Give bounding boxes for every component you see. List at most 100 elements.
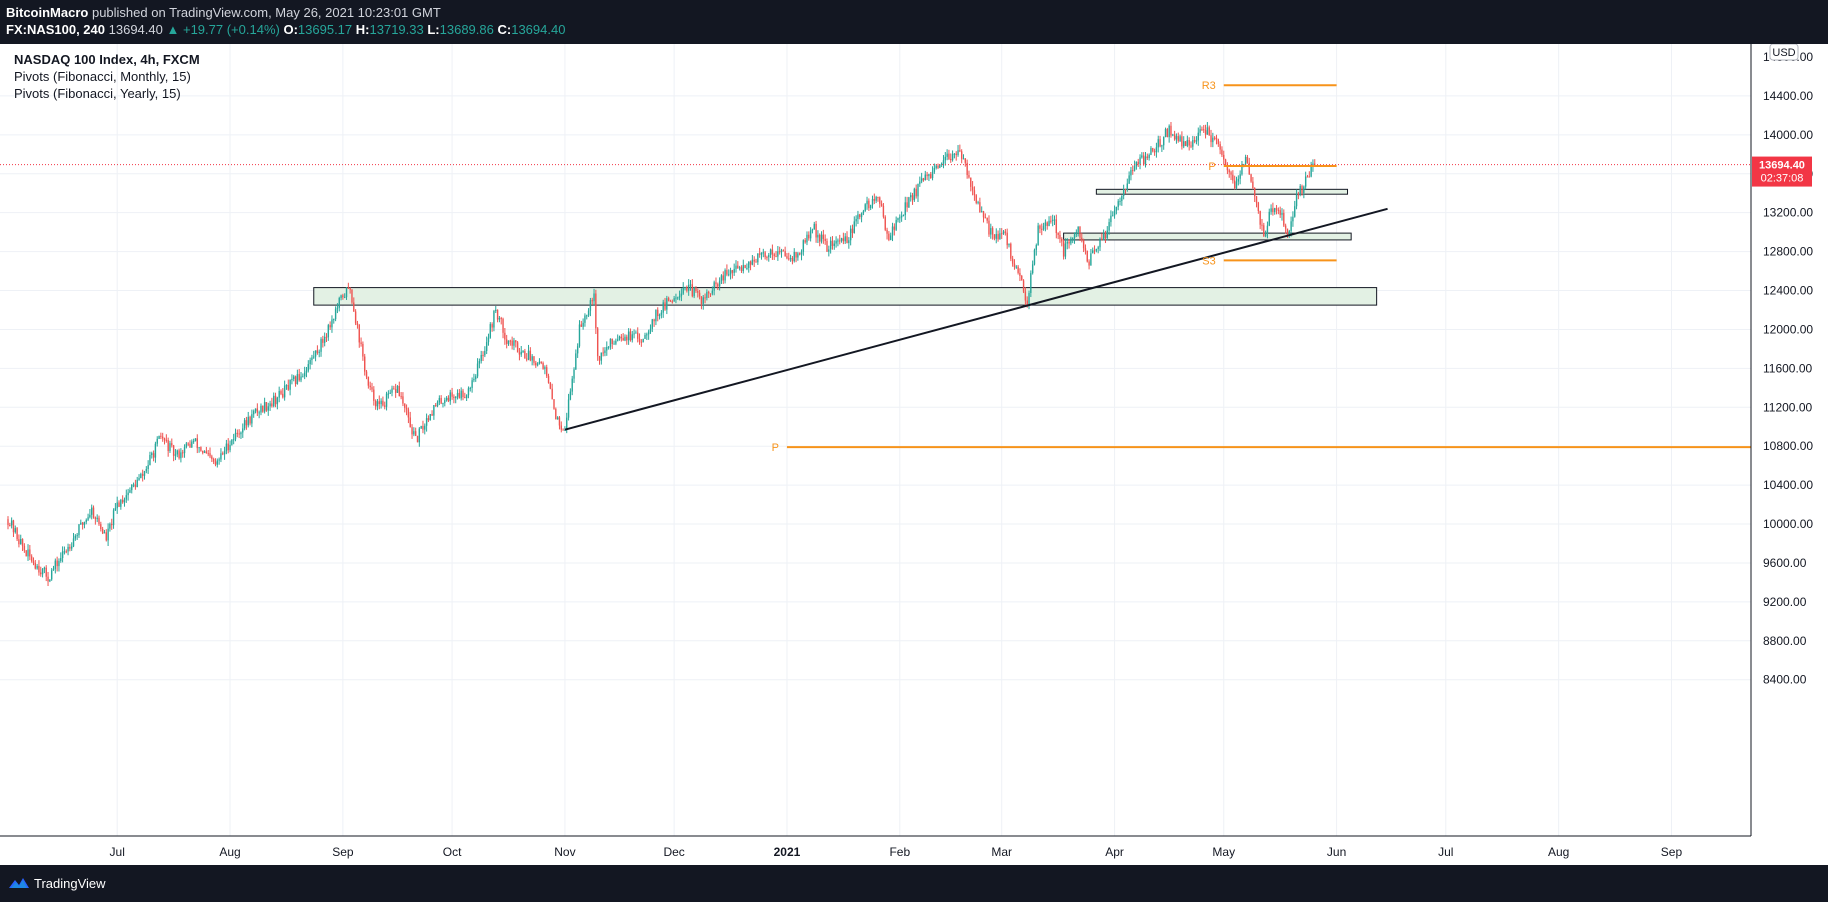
candle-body <box>140 473 142 479</box>
candle-body <box>667 298 670 301</box>
candle-body <box>384 405 386 407</box>
candle-body <box>902 215 905 217</box>
countdown-label: 02:37:08 <box>1761 173 1804 185</box>
candle-body <box>1163 136 1165 146</box>
candle-body <box>757 253 759 263</box>
candle-body <box>791 258 794 262</box>
candle-body <box>114 508 117 511</box>
candle-body <box>596 328 599 357</box>
candle-body <box>340 295 342 299</box>
candle-body <box>162 436 164 439</box>
candle-body <box>1208 127 1210 136</box>
candle-body <box>611 338 613 345</box>
candle-body <box>52 568 55 571</box>
candle-body <box>329 325 331 328</box>
candle-body <box>933 167 936 172</box>
candle-body <box>826 240 828 252</box>
candle-body <box>243 420 246 429</box>
candle-body <box>260 405 262 413</box>
candle-body <box>1244 156 1247 165</box>
candle-body <box>189 443 191 448</box>
candle-body <box>904 202 906 216</box>
candle-body <box>123 499 126 503</box>
chart-area[interactable]: R3 P S3 P Jul Aug Sep Oct Nov Dec 2021 Feb Mar Apr Ma… <box>0 43 1828 865</box>
candle-body <box>280 391 282 394</box>
candle-body <box>1203 129 1205 131</box>
candle-body <box>895 220 897 230</box>
candle-body <box>23 545 26 551</box>
candle-body <box>982 211 985 218</box>
candle-body <box>631 334 633 341</box>
candle-body <box>698 292 701 297</box>
candle-body <box>981 211 983 213</box>
candle-body <box>1082 240 1085 249</box>
candle-body <box>842 238 845 242</box>
candle-body <box>1232 174 1234 181</box>
candle-body <box>1119 200 1121 202</box>
legend-indicator-monthly[interactable]: Pivots (Fibonacci, Monthly, 15) <box>14 69 191 84</box>
candle-body <box>60 558 62 561</box>
candle-body <box>536 363 539 366</box>
candle-body <box>1062 241 1065 257</box>
candle-body <box>1015 266 1017 268</box>
candle-body <box>187 443 189 445</box>
close-label: C: <box>497 22 512 37</box>
candle-body <box>1159 139 1161 147</box>
candle-body <box>167 440 169 452</box>
x-tick-label: May <box>1212 845 1235 859</box>
candle-body <box>731 270 734 273</box>
candle-body <box>766 257 768 259</box>
candle-body <box>100 524 102 529</box>
candle-body <box>576 346 579 354</box>
candle-body <box>116 502 118 509</box>
candle-body <box>404 403 406 408</box>
candle-body <box>1072 238 1074 240</box>
x-tick-label: Sep <box>1661 845 1683 859</box>
candle-body <box>1281 212 1283 215</box>
candle-body <box>538 361 541 364</box>
candle-body <box>274 395 277 405</box>
candle-body <box>777 251 779 257</box>
candle-body <box>1075 232 1078 235</box>
candle-body <box>1226 165 1229 171</box>
candle-body <box>125 495 127 500</box>
x-tick-label: Aug <box>1548 845 1569 859</box>
price-chart[interactable]: R3 P S3 P Jul Aug Sep Oct Nov Dec 2021 Feb Mar Apr Ma… <box>0 43 1828 865</box>
candle-body <box>91 507 93 515</box>
tradingview-logo-icon[interactable] <box>8 876 30 893</box>
candle-body <box>760 252 763 255</box>
legend-title[interactable]: NASDAQ 100 Index, 4h, FXCM <box>14 52 200 67</box>
candle-body <box>71 546 73 549</box>
candle-body <box>884 216 886 230</box>
candle-body <box>1073 234 1076 239</box>
candle-body <box>194 438 197 441</box>
candle-body <box>220 453 222 460</box>
candle-body <box>273 395 275 407</box>
candle-body <box>1013 263 1016 268</box>
candle-body <box>120 499 122 507</box>
candle-body <box>697 290 699 293</box>
candle-body <box>647 331 650 335</box>
candle-body <box>970 177 972 187</box>
candle-body <box>69 546 71 549</box>
footer-brand[interactable]: TradingView <box>34 876 106 891</box>
candle-body <box>504 332 506 340</box>
legend-indicator-yearly[interactable]: Pivots (Fibonacci, Yearly, 15) <box>14 86 181 101</box>
candle-body <box>371 387 373 390</box>
candle-body <box>524 351 526 359</box>
candle-body <box>908 197 910 208</box>
candle-body <box>300 376 302 381</box>
candle-body <box>1042 225 1045 230</box>
author-name[interactable]: BitcoinMacro <box>6 5 89 20</box>
candle-body <box>464 396 466 399</box>
candle-body <box>607 346 610 348</box>
candle-body <box>1241 164 1243 175</box>
candle-body <box>1181 136 1183 147</box>
candle-body <box>1146 156 1149 159</box>
candle-body <box>706 291 708 298</box>
candle-body <box>251 414 253 424</box>
candle-body <box>1041 228 1043 230</box>
candle-body <box>1170 125 1172 136</box>
candle-body <box>231 439 233 445</box>
symbol-label: FX:NAS100, 240 <box>6 22 105 37</box>
